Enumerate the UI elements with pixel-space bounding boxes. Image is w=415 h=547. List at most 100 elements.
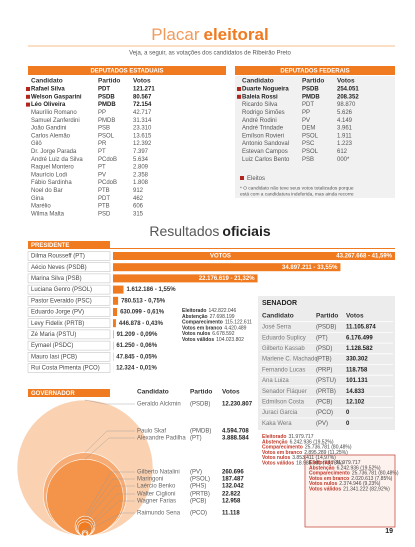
name-box [27,262,111,272]
votes: 000* [337,157,350,163]
votes: 260.696 [222,470,244,476]
party: PV [302,118,310,124]
stat-line: Eleitorado 31.979.717 [262,434,314,440]
stat-value: 3.853.411 (14,97%) [292,456,336,462]
party: PP [98,110,106,116]
votes: 12.230.807 [222,402,253,408]
votes: 14.833 [346,389,365,395]
party: PSOL [302,149,319,155]
candidate: Kaka Wera [262,421,292,427]
column-header: Candidato [262,313,294,320]
section-title: Resultados oficiais [149,223,271,239]
section-title: DEPUTADOS FEDERAIS [280,68,349,74]
stat-line: Votos em branco 4.420.489 [182,326,247,332]
candidate: Noel do Bar [31,188,63,194]
bar [113,252,395,260]
candidate: Samuel Zanferdini [31,118,80,124]
candidate: Pastor Everaldo (PSC) [31,298,92,304]
subtitle: Veja, a seguir, as votações dos candidat… [129,51,291,57]
stat-value: 21.341.222 (82,92%) [343,487,390,493]
value-label: 34.897.211 - 33,55% [282,265,338,271]
page-title: Placar eleitoral [151,25,268,44]
votes: 12.392 [133,141,152,147]
candidate: Duarte Nogueira [242,87,289,93]
votes: 132.042 [222,484,244,490]
party: (PCO) [190,511,207,517]
votes: 0 [346,410,350,416]
votes: 612 [337,149,348,155]
votes: 23.310 [133,126,152,132]
party: PP [302,110,310,116]
votes: 121.271 [133,87,155,93]
name-box [27,352,111,362]
leader-line [84,399,135,405]
votes: 98.870 [337,102,356,108]
candidate: Estevan Campos [242,149,288,155]
candidate: Geraldo Alckmin [137,402,181,408]
column-header: Partido [302,78,324,85]
elected-marker [237,94,241,99]
party: PDT [98,87,110,93]
votes: 606 [133,204,144,210]
stat-line: Abstenção 6.242.936 (19,52%) [262,440,334,446]
name-box [27,340,111,351]
party: (PSOL) [190,477,210,483]
name-box [27,284,111,295]
leader-line [84,512,135,533]
stat-line: Votos válidos 21.341.222 (82,92%) [309,487,390,493]
stat-value: 2.374.946 (9,23%) [339,482,380,488]
value-label: 12.324 - 0,01% [116,366,157,372]
party: (PRTB) [190,492,210,498]
stat-label: Eleitorado [182,308,206,314]
party: PSDB [302,87,319,93]
stat-line: Votos nulos 3.853.411 (14,97%) [262,456,336,462]
section-header [28,389,110,397]
candidate: Luciana Genro (PSOL) [31,287,92,293]
votes: 11.118 [222,511,240,517]
section-header [28,66,226,75]
bar [113,330,114,339]
votes: 2.809 [133,165,149,171]
votes: 254.051 [337,87,359,93]
candidate: Marlene C. Machado [262,357,318,363]
party: PSB [302,157,314,163]
votes: 13.615 [133,133,152,139]
party: PTB [98,188,110,194]
stat-line: Votos válidos 18.988.081 (73,78%) [262,461,343,467]
elected-marker [237,87,241,91]
candidate: Baleia Rossi [242,94,278,100]
candidate: Carlos Alemão [31,133,71,139]
column-header: Votos [346,313,364,320]
votes: 1.223 [337,141,353,147]
votes: 5.634 [133,157,149,163]
leader-line [84,493,135,531]
stat-line: Votos válidos 104.023.802 [182,337,244,343]
title-bold: eleitoral [203,25,268,44]
party: PT [98,165,106,171]
stat-line: Votos em branco 2.895.289 (11,25%) [262,450,348,456]
candidate: Luiz Carlos Bento [242,157,290,163]
candidate: André Trindade [242,126,284,132]
stat-value: 104.023.802 [216,337,244,343]
stat-value: 27.698.199 [210,314,235,320]
party: PV [98,172,106,178]
candidate: Raquel Montero [31,165,74,171]
party: (PV) [190,470,202,476]
stat-value: 31.979.717 [335,460,360,466]
party: PDT [98,196,110,202]
title-light: Resultados [149,223,219,239]
stat-label: Votos nulos [262,456,290,462]
name-box [27,307,111,317]
votes: 4.149 [337,118,353,124]
candidate: Fábio Sardinha [31,180,72,186]
section-title: SENADOR [262,300,297,307]
votes: 208.352 [337,94,359,100]
leader-line [84,430,135,453]
section-title: GOVERNADOR [31,391,75,397]
party: (PCB) [316,399,332,405]
party: DEM [302,126,315,132]
column-header: Partido [98,78,120,85]
candidate: Gina [31,196,44,202]
party: (PT) [316,335,328,341]
stat-value: 25.736.781 (80,48%) [305,445,352,451]
